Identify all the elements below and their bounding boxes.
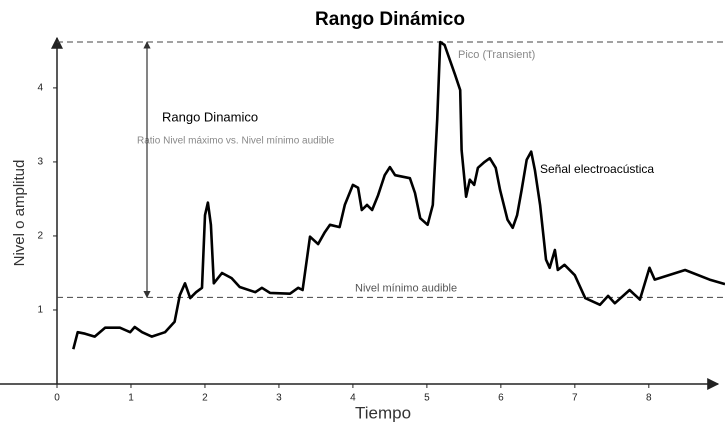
y-tick-label: 1 — [37, 305, 43, 316]
x-tick-label: 2 — [202, 393, 208, 404]
x-tick-label: 5 — [424, 393, 430, 404]
reference-label: Nivel mínimo audible — [355, 282, 457, 294]
x-tick-label: 3 — [276, 393, 282, 404]
x-tick-label: 7 — [572, 393, 578, 404]
x-tick-label: 1 — [128, 393, 134, 404]
x-tick-label: 6 — [498, 393, 504, 404]
x-tick-label: 8 — [646, 393, 652, 404]
annotation: Ratio Nivel máximo vs. Nivel mínimo audi… — [137, 136, 335, 147]
annotation: Rango Dinamico — [162, 109, 258, 124]
series-label: Señal electroacústica — [540, 162, 654, 176]
x-tick-label: 4 — [350, 393, 356, 404]
y-tick-label: 3 — [37, 157, 43, 168]
x-tick-label: 0 — [54, 393, 60, 404]
y-axis-label: Nivel o amplitud — [11, 160, 28, 267]
y-tick-label: 2 — [37, 231, 43, 242]
data-line — [72, 40, 725, 350]
chart-title: Rango Dinámico — [315, 9, 465, 30]
reference-label: Pico (Transient) — [458, 49, 535, 61]
y-tick-label: 4 — [37, 83, 43, 94]
x-axis-label: Tiempo — [355, 403, 411, 422]
